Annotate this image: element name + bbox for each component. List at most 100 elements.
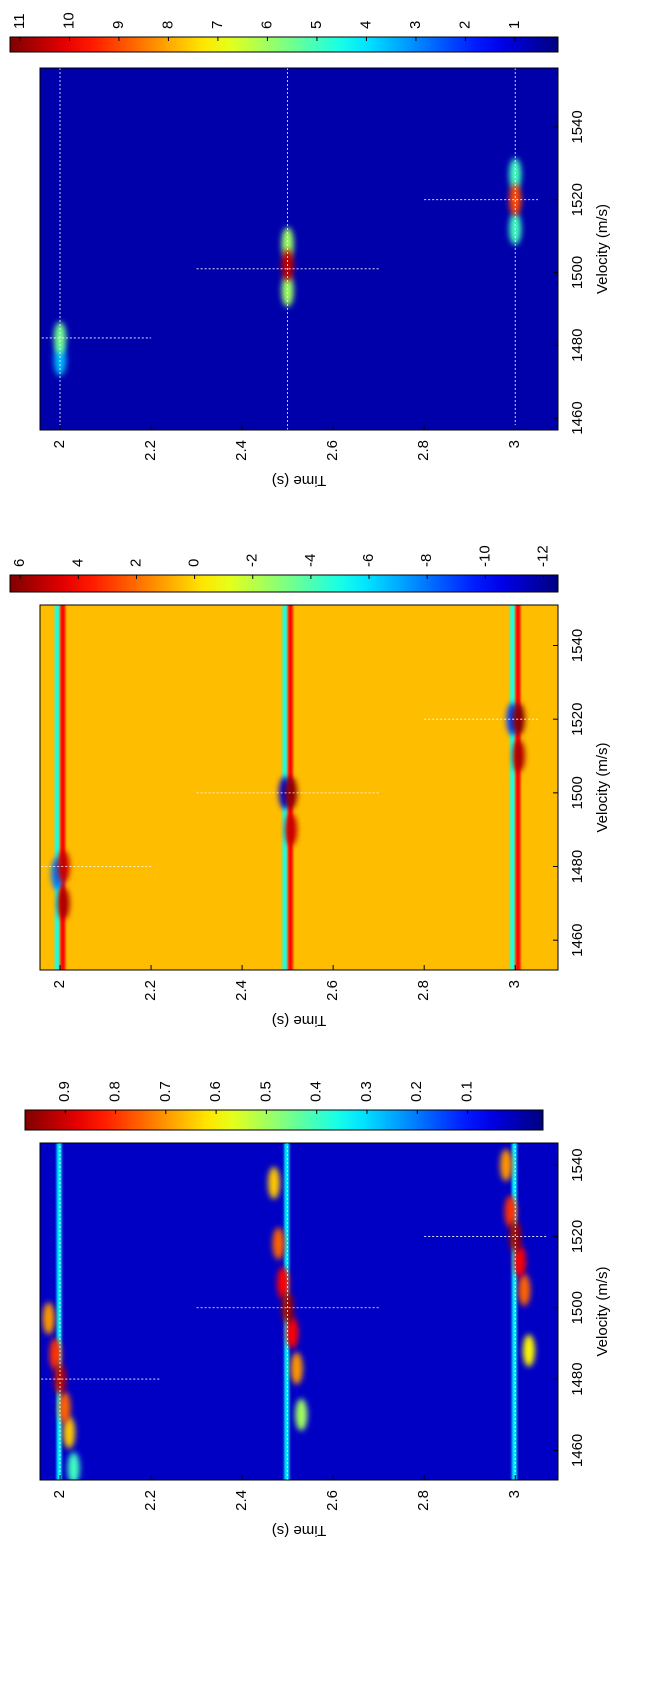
heatmap-peak	[522, 1334, 535, 1367]
heatmap-peak	[281, 274, 294, 307]
colorbar-tick-label: -6	[360, 554, 377, 567]
heatmap-peak	[267, 1166, 280, 1199]
y-tick-label: 3	[506, 1490, 523, 1498]
colorbar-tick-label: 6	[258, 21, 275, 29]
y-tick-label: 2.2	[142, 980, 159, 1001]
y-tick-label: 2	[51, 440, 68, 448]
heatmap-band	[511, 1143, 517, 1480]
heatmap-peak	[500, 1149, 513, 1182]
y-tick-label: 3	[506, 980, 523, 988]
colorbar-tick-label: 5	[308, 21, 325, 29]
colorbar-tick-label: 10	[60, 12, 77, 29]
colorbar-tick-label: -2	[244, 554, 261, 567]
heatmap-background	[40, 68, 558, 430]
y-tick-label: 2.4	[233, 440, 250, 461]
y-tick-label: 2.6	[324, 1490, 341, 1511]
y-tick-label: 2	[51, 980, 68, 988]
heatmap-peak	[285, 813, 298, 846]
heatmap-peak	[58, 1391, 71, 1424]
plot-frame	[39, 1142, 559, 1481]
x-tick-label: 1460	[569, 923, 586, 956]
y-tick-label: 2	[51, 1490, 68, 1498]
y-tick-label: 2.8	[415, 980, 432, 1001]
heatmap-peak	[285, 776, 298, 809]
heatmap-background	[40, 605, 558, 970]
x-tick-label: 1540	[569, 110, 586, 143]
colorbar-tick-label: 0.2	[408, 1081, 425, 1102]
heatmap-band	[56, 1143, 62, 1480]
colorbar-tick-label: -8	[418, 554, 435, 567]
colorbar	[24, 1109, 544, 1131]
heatmap-peak	[513, 1245, 526, 1278]
colorbar-tick-label: 0.9	[56, 1081, 73, 1102]
heatmap-peak	[42, 1302, 55, 1335]
colorbar-tick-label: 3	[407, 21, 424, 29]
y-tick-label: 2.6	[324, 440, 341, 461]
y-axis-title: Time (s)	[272, 472, 326, 489]
heatmap-peak	[518, 1273, 531, 1306]
colorbar-tick-label: 1	[506, 21, 523, 29]
colorbar-tick-label: -4	[302, 554, 319, 567]
colorbar-tick-label: -12	[534, 545, 551, 567]
colorbar-tick-label: 0.4	[308, 1081, 325, 1102]
x-tick-label: 1520	[569, 183, 586, 216]
x-tick-label: 1480	[569, 850, 586, 883]
plot-frame	[39, 604, 559, 971]
heatmap	[40, 605, 558, 970]
plot-frame	[39, 67, 559, 431]
colorbar-tick-label: 6	[11, 559, 28, 567]
heatmap-peak	[57, 887, 70, 920]
x-axis-title: Velocity (m/s)	[594, 742, 611, 832]
y-tick-label: 2.2	[142, 1490, 159, 1511]
colorbar-tick-label: 0.1	[459, 1081, 476, 1102]
y-tick-label: 2.4	[233, 1490, 250, 1511]
heatmap-band	[515, 605, 521, 970]
heatmap-band	[60, 605, 66, 970]
y-axis-title: Time (s)	[272, 1522, 326, 1539]
y-tick-label: 2.4	[233, 980, 250, 1001]
colorbar-tick-label: 0.3	[358, 1081, 375, 1102]
heatmap-peak	[509, 158, 522, 191]
heatmap-peak	[63, 1416, 76, 1449]
x-tick-label: 1500	[569, 256, 586, 289]
colorbar-tick-label: 0.5	[257, 1081, 274, 1102]
heatmap	[40, 68, 558, 430]
x-tick-label: 1520	[569, 1220, 586, 1253]
y-tick-label: 2.8	[415, 440, 432, 461]
heatmap	[40, 1143, 558, 1480]
colorbar-tick-label: 4	[69, 559, 86, 567]
y-tick-label: 2.2	[142, 440, 159, 461]
colorbar-tick-label: 8	[159, 21, 176, 29]
x-axis-title: Velocity (m/s)	[594, 1266, 611, 1356]
heatmap-band	[54, 605, 60, 970]
x-tick-label: 1540	[569, 1148, 586, 1181]
heatmap-peak	[512, 703, 525, 736]
x-axis-title: Velocity (m/s)	[594, 204, 611, 294]
colorbar-tick-label: -10	[476, 545, 493, 567]
colorbar-tick-label: 7	[209, 21, 226, 29]
heatmap-peak	[290, 1352, 303, 1385]
colorbar-tick-label: 2	[127, 559, 144, 567]
colorbar-tick-label: 0.6	[207, 1081, 224, 1102]
colorbar-tick-label: 0.7	[157, 1081, 174, 1102]
colorbar-tick-label: 2	[456, 21, 473, 29]
heatmap-peak	[49, 1338, 62, 1371]
x-tick-label: 1500	[569, 776, 586, 809]
x-tick-label: 1500	[569, 1291, 586, 1324]
heatmap-peak	[512, 740, 525, 773]
heatmap-band	[509, 605, 515, 970]
heatmap-background	[40, 1143, 558, 1480]
colorbar	[9, 36, 559, 53]
heatmap-peak	[57, 850, 70, 883]
colorbar-tick-label: 4	[357, 21, 374, 29]
x-tick-label: 1460	[569, 401, 586, 434]
x-tick-label: 1480	[569, 329, 586, 362]
heatmap-peak	[295, 1398, 308, 1431]
heatmap-peak	[272, 1227, 285, 1260]
heatmap-peak	[277, 1266, 290, 1299]
heatmap-peak	[67, 1452, 80, 1480]
heatmap-peak	[504, 1195, 517, 1228]
y-axis-title: Time (s)	[272, 1012, 326, 1029]
colorbar-tick-label: 0	[186, 559, 203, 567]
